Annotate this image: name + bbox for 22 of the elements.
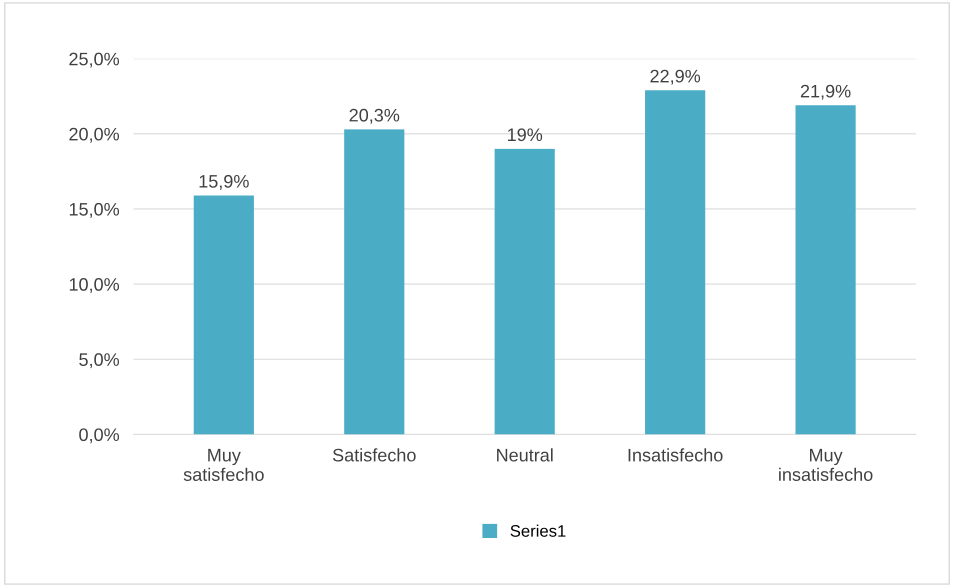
y-tick-label: 15,0%	[70, 202, 120, 218]
data-label: 22,9%	[650, 70, 700, 85]
y-tick-label: 5,0%	[79, 353, 120, 368]
bar	[494, 148, 555, 434]
x-tick-label: Satisfecho	[332, 448, 416, 462]
y-tick-label: 25,0%	[69, 52, 120, 68]
legend-label: Series1	[510, 524, 566, 537]
data-label: 21,9%	[800, 84, 851, 100]
y-tick-label: 20,0%	[69, 128, 120, 143]
x-tick-label: Insatisfecho	[628, 448, 723, 462]
x-tick-label: Neutral	[497, 448, 553, 462]
bar	[344, 129, 404, 434]
data-label: 15,9%	[200, 174, 249, 190]
y-tick-label: 10,0%	[70, 278, 120, 293]
x-tick-label: Muy insatisfecho	[779, 448, 872, 481]
bar	[645, 90, 706, 434]
data-label: 20,3%	[350, 108, 400, 124]
bar	[795, 105, 856, 434]
x-tick-label: Muy satisfecho	[184, 448, 264, 481]
data-label: 19%	[508, 128, 542, 142]
bar	[194, 195, 254, 434]
y-tick-label: 0,0%	[79, 428, 120, 444]
